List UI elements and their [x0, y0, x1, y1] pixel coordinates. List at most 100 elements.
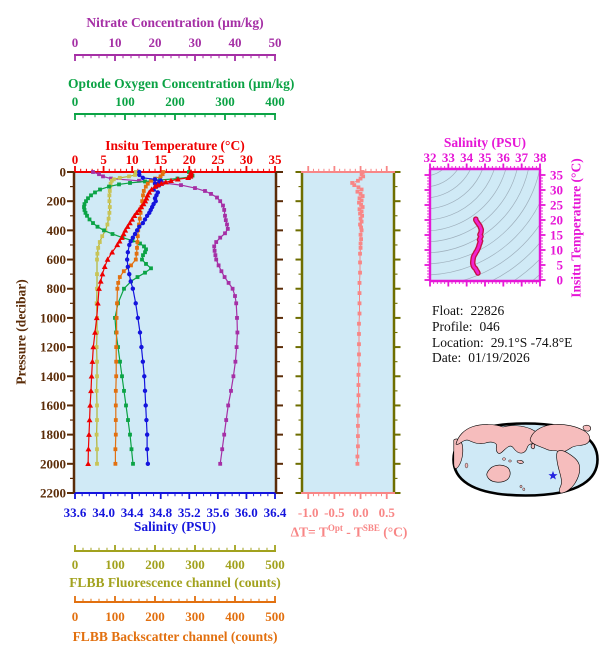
marker [144, 432, 150, 437]
marker [140, 359, 146, 364]
marker [84, 199, 88, 204]
marker [185, 174, 192, 181]
marker [357, 196, 362, 201]
marker [125, 250, 131, 255]
marker [359, 237, 363, 242]
marker [132, 231, 138, 237]
marker [174, 176, 181, 182]
marker [97, 278, 104, 284]
tick-label: 10 [126, 152, 139, 167]
marker [120, 374, 124, 379]
marker [229, 388, 233, 393]
marker [162, 179, 169, 185]
island-greenland [582, 424, 591, 432]
marker [105, 222, 110, 227]
marker [93, 314, 100, 321]
tick-label: 300 [185, 609, 205, 624]
marker [99, 271, 106, 277]
marker [213, 253, 218, 258]
tick-label: 15 [154, 152, 168, 167]
marker [118, 234, 125, 240]
series-backscatter [113, 170, 166, 466]
tick-label: 30 [550, 183, 563, 198]
marker [137, 330, 143, 335]
island-borneo [502, 457, 506, 461]
marker [97, 240, 102, 244]
marker [113, 461, 118, 466]
tick-label: 300 [185, 557, 205, 572]
marker [93, 190, 97, 195]
marker [152, 183, 158, 189]
marker [135, 245, 139, 250]
marker [116, 238, 123, 244]
profile-label: Profile: [432, 318, 473, 334]
marker [356, 413, 360, 418]
marker [360, 170, 365, 174]
marker [94, 388, 99, 393]
marker [94, 345, 99, 349]
marker [113, 447, 118, 452]
marker [122, 227, 129, 233]
tick-label: 1600 [40, 398, 66, 413]
marker [358, 232, 363, 237]
marker [137, 172, 142, 178]
marker [158, 180, 165, 186]
pressure-axis: 0 200 400 600 800 1000 1200 1400 1600 1800 2000 220… [40, 165, 283, 501]
marker [114, 241, 121, 248]
marker [95, 374, 99, 379]
marker [233, 294, 237, 298]
tick-label: 300 [215, 94, 235, 109]
marker [356, 178, 360, 183]
marker [140, 199, 145, 204]
marker [160, 172, 165, 177]
tick-label: 1400 [40, 369, 66, 384]
float-id-label: Float: [432, 303, 464, 318]
marker [145, 461, 151, 467]
marker [358, 176, 363, 181]
tick-label: 0 [72, 94, 79, 109]
marker [137, 224, 142, 229]
marker [142, 244, 146, 249]
marker [141, 193, 145, 198]
marker [235, 316, 239, 320]
marker [359, 228, 364, 233]
tick-label: 200 [145, 609, 165, 624]
series-line [351, 171, 364, 464]
marker [154, 182, 161, 188]
marker [212, 248, 217, 253]
marker [109, 178, 114, 183]
marker [142, 217, 148, 222]
marker [356, 383, 361, 387]
marker [357, 280, 362, 285]
tick-label: 34.4 [121, 505, 144, 520]
tick-label: 0.5 [379, 505, 396, 520]
tick-label: 10 [550, 243, 563, 258]
marker [114, 359, 119, 364]
tick-label: 25 [211, 152, 225, 167]
marker [98, 187, 102, 192]
marker [234, 345, 239, 349]
marker [141, 253, 145, 258]
marker [226, 403, 231, 408]
marker [133, 257, 138, 262]
marker [144, 417, 149, 423]
date-label: Date: [432, 350, 462, 366]
ts-curve [471, 217, 483, 275]
marker [95, 359, 99, 364]
tick-label: 800 [47, 281, 67, 296]
marker [149, 266, 153, 271]
marker [87, 402, 94, 408]
tick-label: 500 [265, 609, 285, 624]
marker [95, 286, 99, 291]
tick-label: 30 [240, 152, 253, 167]
marker [168, 177, 174, 183]
marker [226, 280, 231, 285]
marker [224, 418, 229, 422]
tick-label: 200 [47, 194, 67, 209]
marker [107, 193, 112, 198]
marker [85, 213, 89, 218]
tick-label: 0.0 [352, 505, 368, 520]
marker [218, 235, 223, 240]
marker [106, 216, 111, 221]
series-temperature [85, 169, 194, 467]
